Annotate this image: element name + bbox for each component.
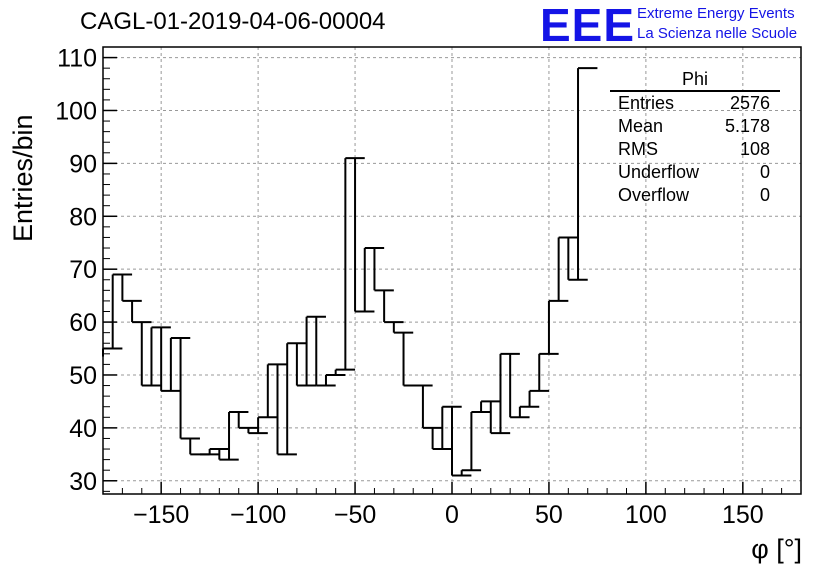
- stats-value: 0: [759, 162, 770, 182]
- stats-row-underflow: Underflow 0: [610, 161, 780, 184]
- stats-title: Phi: [610, 68, 780, 92]
- stats-box: Phi Entries 2576 Mean 5.178 RMS 108 Unde…: [610, 68, 780, 207]
- stats-row-overflow: Overflow 0: [610, 184, 780, 207]
- stats-label: Underflow: [618, 162, 700, 182]
- logo-subtitle-line1: Extreme Energy Events: [637, 5, 795, 22]
- x-tick-label: −150: [133, 501, 189, 529]
- y-axis-label: Entries/bin: [8, 114, 38, 242]
- stats-value: 5.178: [724, 116, 770, 136]
- y-tick-label: 100: [55, 97, 97, 125]
- grid-lines: [103, 47, 801, 494]
- x-tick-label: 150: [722, 501, 764, 529]
- stats-value: 108: [739, 139, 770, 159]
- x-tick-label: 100: [625, 501, 667, 529]
- tick-labels: −150 −100 −50 0 50 100 150 30 40 50 60 70 80 90 100 110: [55, 45, 763, 529]
- y-tick-label: 90: [69, 150, 97, 178]
- stats-label: Overflow: [618, 185, 690, 205]
- x-tick-label: −50: [334, 501, 376, 529]
- y-tick-label: 110: [57, 45, 97, 73]
- stats-row-rms: RMS 108: [610, 138, 780, 161]
- axis-ticks: [103, 46, 783, 494]
- y-tick-label: 30: [69, 468, 97, 496]
- y-tick-label: 70: [69, 256, 97, 284]
- y-tick-label: 40: [69, 415, 97, 443]
- x-tick-label: −100: [230, 501, 286, 529]
- logo-subtitle-line2: La Scienza nelle Scuole: [637, 25, 798, 42]
- stats-row-mean: Mean 5.178: [610, 115, 780, 138]
- x-tick-label: 50: [535, 501, 563, 529]
- x-tick-label: 0: [445, 501, 459, 529]
- y-tick-label: 50: [69, 362, 97, 390]
- y-tick-label: 60: [69, 309, 97, 337]
- stats-value: 2576: [729, 93, 770, 113]
- stats-value: 0: [759, 185, 770, 205]
- x-axis-label: φ [°]: [751, 534, 802, 564]
- y-tick-label: 80: [69, 203, 97, 231]
- stats-row-entries: Entries 2576: [610, 92, 780, 115]
- stats-label: Mean: [618, 116, 664, 136]
- chart-title: CAGL-01-2019-04-06-00004: [80, 8, 386, 35]
- stats-label: Entries: [618, 93, 675, 113]
- eee-logo: EEE: [540, 0, 636, 51]
- histogram-series: [102, 67, 598, 477]
- stats-label: RMS: [618, 139, 658, 159]
